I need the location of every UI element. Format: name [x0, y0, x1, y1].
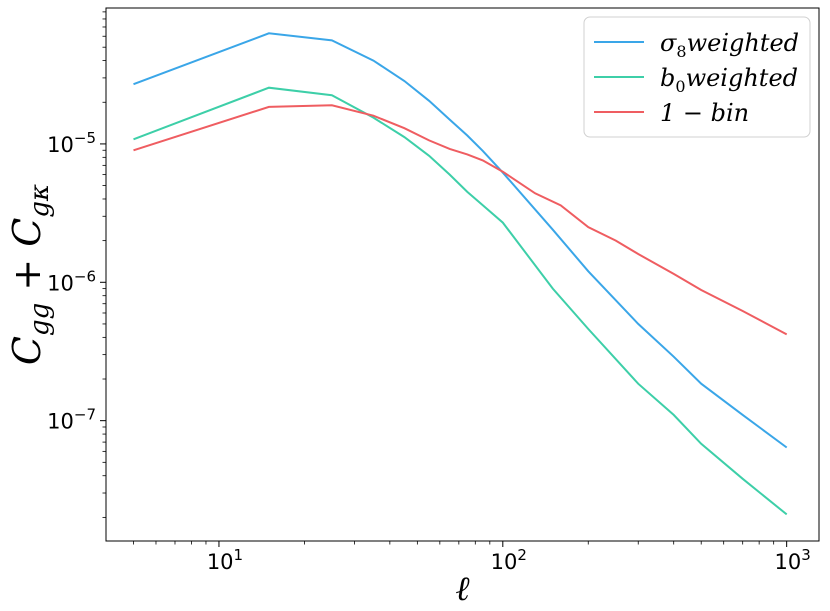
x-axis-title: ℓ: [455, 569, 469, 609]
series-line-3: [133, 104, 788, 336]
axis-layer: 101 102 103 10−7 10−6 10−5: [47, 11, 811, 574]
series-line-1: [133, 32, 788, 449]
axis-titles: ℓ Cgg + Cgκ: [5, 184, 470, 609]
x-tick-label: 102: [491, 546, 527, 574]
series-layer: [133, 32, 788, 516]
plot-frame: [105, 7, 820, 542]
legend-entry-label: b0weighted: [660, 64, 798, 96]
x-tick-label: 101: [207, 546, 243, 574]
legend-entry-label: σ8weighted: [660, 29, 799, 61]
x-tick-label: 103: [775, 546, 811, 574]
series-line-2: [133, 86, 788, 516]
y-tick-label: 10−6: [47, 267, 96, 295]
y-axis-title: Cgg + Cgκ: [5, 184, 55, 365]
legend-entry-label: 1 − bin: [660, 99, 749, 127]
y-tick-label: 10−5: [47, 129, 96, 157]
y-tick-label: 10−7: [47, 406, 96, 434]
legend-box: [583, 16, 811, 138]
